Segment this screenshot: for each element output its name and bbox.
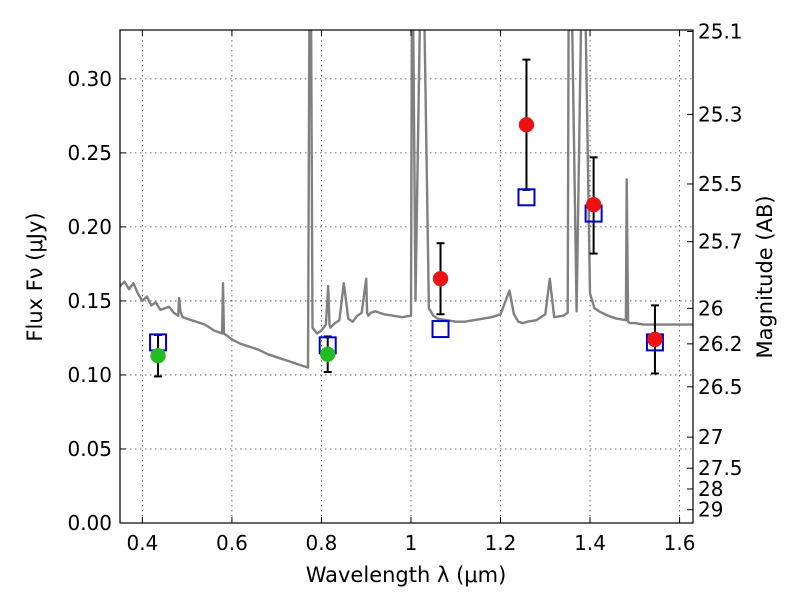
right-axis-label: Magnitude (AB) (753, 195, 777, 358)
error-bars (154, 58, 659, 378)
right-tick-label: 26.2 (698, 332, 743, 356)
y-tick-label: 0.15 (67, 289, 112, 313)
y-tick-label: 0.00 (67, 511, 112, 535)
circle-marker (319, 346, 336, 362)
y-tick-label: 0.05 (67, 437, 112, 461)
plot-frame (119, 29, 694, 524)
circle-marker (647, 331, 663, 348)
right-tick-label: 25.7 (698, 230, 743, 254)
circle-marker (150, 347, 166, 364)
y-tick-label: 0.20 (67, 215, 112, 239)
x-tick-label: 0.8 (306, 531, 338, 555)
right-tick-label: 28 (698, 477, 723, 501)
y-axis-label: Flux Fν (μJy) (23, 212, 47, 341)
right-tick-label: 26 (698, 296, 723, 320)
grid (120, 30, 693, 524)
right-tick-label: 27.5 (698, 456, 743, 480)
square-marker (517, 188, 536, 207)
right-tick-label: 27 (698, 425, 723, 449)
right-tick-label: 25.5 (698, 172, 743, 196)
x-tick-label: 1 (405, 531, 418, 555)
x-tick-label: 1.6 (664, 531, 696, 555)
circle-marker (518, 117, 535, 133)
x-tick-label: 0.6 (216, 531, 248, 555)
y-tick-label: 0.25 (67, 141, 112, 165)
right-tick-label: 29 (698, 498, 723, 522)
y-tick-label: 0.30 (67, 67, 112, 91)
x-axis-label: Wavelength λ (μm) (306, 563, 507, 587)
axis-ticks (120, 30, 693, 524)
x-tick-label: 0.4 (126, 531, 158, 555)
right-tick-label: 25.3 (698, 102, 743, 126)
x-tick-label: 1.4 (574, 531, 606, 555)
square-marker (431, 320, 450, 339)
circle-marker (585, 196, 602, 213)
data-markers (149, 117, 664, 364)
x-tick-label: 1.2 (485, 531, 517, 555)
circle-marker (432, 270, 449, 287)
x-tick-labels: 0.4 0.6 0.8 1 1.2 1.4 1.6 (126, 531, 695, 555)
right-tick-label: 25.1 (698, 19, 743, 43)
model-spectrum (120, 30, 693, 369)
right-tick-label: 26.5 (698, 375, 743, 399)
y-tick-labels: 0.00 0.05 0.10 0.15 0.20 0.25 0.30 (67, 67, 112, 535)
spectrum-line (120, 30, 693, 369)
y-tick-label: 0.10 (67, 363, 112, 387)
